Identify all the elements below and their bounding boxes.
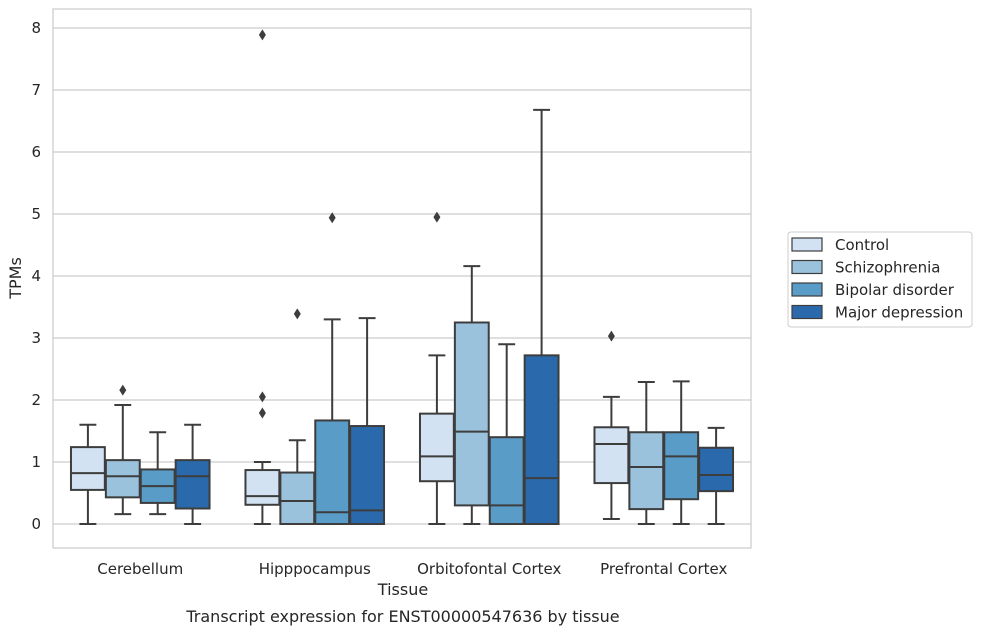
box-hipppocampus-bipolar-disorder bbox=[314, 212, 351, 525]
legend-swatch-major-depression bbox=[791, 304, 823, 320]
x-tick-labels: Cerebellum Hipppocampus Orbitofontal Corte… bbox=[97, 560, 727, 578]
outlier-point bbox=[607, 330, 615, 342]
x-axis-label: Tissue bbox=[377, 580, 428, 599]
box-hipppocampus-major-depression bbox=[349, 317, 386, 526]
y-tick-label: 7 bbox=[31, 81, 41, 99]
gridlines bbox=[53, 27, 751, 525]
legend-swatch-control bbox=[791, 237, 823, 252]
legend-label-schizophrenia: Schizophrenia bbox=[835, 259, 940, 277]
legend-label-bipolar-disorder: Bipolar disorder bbox=[835, 281, 955, 299]
box-body bbox=[244, 469, 281, 506]
legend-label-control: Control bbox=[835, 236, 889, 254]
legend: Control Schizophrenia Bipolar disorder Majo… bbox=[787, 231, 973, 328]
box-body bbox=[663, 431, 700, 501]
x-tick-label: Orbitofontal Cortex bbox=[417, 560, 561, 578]
y-tick-labels: 0 1 2 3 4 5 6 7 8 bbox=[31, 19, 41, 533]
x-tick-label: Hipppocampus bbox=[259, 560, 371, 578]
box-body bbox=[314, 419, 351, 525]
outlier-point bbox=[293, 308, 301, 320]
outlier-point bbox=[119, 384, 127, 396]
x-tick-label: Prefrontal Cortex bbox=[600, 560, 727, 578]
box-prefrontal-cortex-control bbox=[593, 330, 630, 521]
x-tick-label: Cerebellum bbox=[97, 560, 183, 578]
box-cerebellum-schizophrenia bbox=[104, 384, 141, 516]
y-tick-label: 1 bbox=[31, 453, 41, 471]
box-hipppocampus-schizophrenia bbox=[279, 308, 316, 526]
outlier-point bbox=[258, 29, 266, 41]
box-prefrontal-cortex-major-depression bbox=[698, 426, 735, 525]
y-tick-label: 6 bbox=[31, 143, 41, 161]
box-cerebellum-control bbox=[69, 423, 106, 525]
y-tick-label: 3 bbox=[31, 329, 41, 347]
box-body bbox=[349, 425, 386, 526]
outlier-point bbox=[258, 391, 266, 403]
box-prefrontal-cortex-bipolar-disorder bbox=[663, 380, 700, 525]
legend-swatch-bipolar-disorder bbox=[791, 282, 823, 297]
box-body bbox=[418, 412, 455, 483]
legend-frame bbox=[787, 231, 973, 328]
box-cerebellum-major-depression bbox=[174, 423, 211, 525]
box-body bbox=[593, 426, 630, 485]
box-hipppocampus-control bbox=[244, 29, 281, 525]
y-tick-label: 0 bbox=[31, 515, 41, 533]
outlier-point bbox=[328, 212, 336, 224]
plot-frame bbox=[52, 8, 752, 549]
y-axis-label: TPMs bbox=[6, 257, 25, 300]
box-body bbox=[698, 446, 735, 493]
boxes bbox=[69, 29, 735, 526]
box-body bbox=[104, 459, 141, 499]
y-tick-label: 4 bbox=[31, 267, 41, 285]
box-body bbox=[523, 354, 560, 525]
chart-caption: Transcript expression for ENST0000054763… bbox=[185, 607, 619, 626]
box-body bbox=[453, 321, 490, 507]
box-orbitofontal-cortex-major-depression bbox=[523, 108, 560, 525]
outlier-point bbox=[258, 407, 266, 419]
box-orbitofontal-cortex-control bbox=[418, 211, 455, 525]
box-body bbox=[174, 459, 211, 510]
box-body bbox=[628, 431, 665, 511]
outlier-point bbox=[433, 211, 441, 223]
box-orbitofontal-cortex-bipolar-disorder bbox=[488, 343, 525, 526]
box-orbitofontal-cortex-schizophrenia bbox=[453, 265, 490, 525]
legend-label-major-depression: Major depression bbox=[835, 304, 963, 322]
y-tick-label: 8 bbox=[31, 19, 41, 37]
box-body bbox=[488, 436, 525, 526]
box-body bbox=[69, 446, 106, 491]
box-prefrontal-cortex-schizophrenia bbox=[628, 381, 665, 525]
y-tick-label: 2 bbox=[31, 391, 41, 409]
box-body bbox=[279, 471, 316, 526]
legend-swatch-schizophrenia bbox=[791, 259, 823, 275]
box-cerebellum-bipolar-disorder bbox=[139, 431, 176, 516]
y-tick-label: 5 bbox=[31, 205, 41, 223]
